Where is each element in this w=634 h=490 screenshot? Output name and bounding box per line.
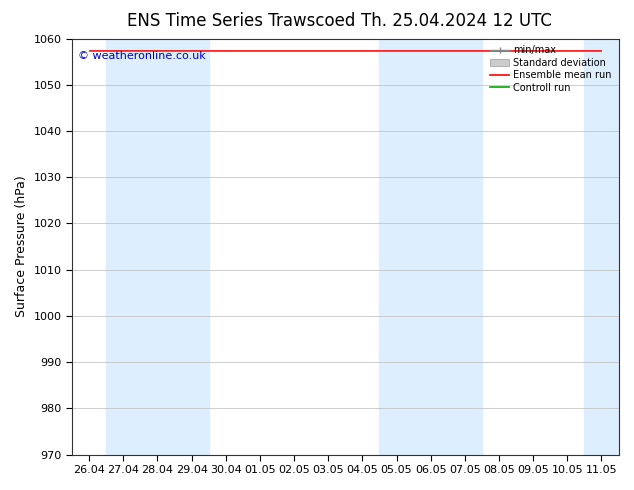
Text: ENS Time Series Trawscoed: ENS Time Series Trawscoed [127,12,355,30]
Legend: min/max, Standard deviation, Ensemble mean run, Controll run: min/max, Standard deviation, Ensemble me… [488,44,614,95]
Text: Th. 25.04.2024 12 UTC: Th. 25.04.2024 12 UTC [361,12,552,30]
Bar [380,39,482,455]
Y-axis label: Surface Pressure (hPa): Surface Pressure (hPa) [15,176,28,318]
Bar [585,39,634,455]
Text: © weatheronline.co.uk: © weatheronline.co.uk [77,51,205,61]
Bar [107,39,209,455]
